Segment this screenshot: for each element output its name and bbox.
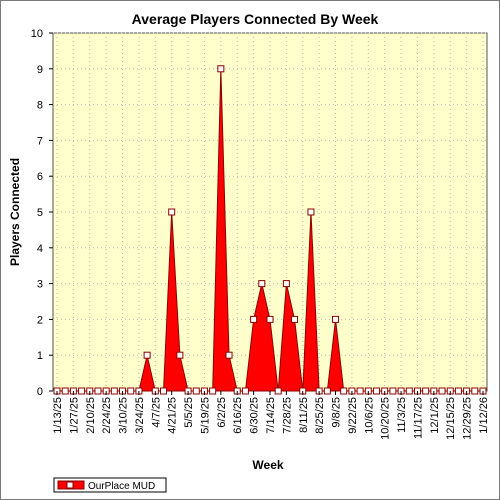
data-point <box>160 387 167 395</box>
x-tick-label: 1/12/26 <box>478 397 490 434</box>
x-tick-label: 12/1/25 <box>429 397 441 434</box>
data-point <box>225 351 233 359</box>
data-point <box>250 315 258 323</box>
y-tick-label: 0 <box>37 386 43 398</box>
data-point <box>356 387 364 395</box>
x-tick-label: 8/25/25 <box>314 397 326 434</box>
data-point <box>282 280 290 288</box>
x-tick-label: 6/30/25 <box>249 397 261 434</box>
data-point <box>168 208 176 216</box>
x-tick-label: 3/10/25 <box>118 397 130 434</box>
data-point <box>192 387 200 395</box>
data-point <box>373 387 380 395</box>
data-point <box>454 387 462 395</box>
x-tick-label: 1/27/25 <box>68 397 80 434</box>
data-point <box>340 387 348 395</box>
data-point <box>323 387 331 395</box>
x-tick-label: 10/20/25 <box>380 397 392 440</box>
y-tick-label: 2 <box>37 314 43 326</box>
y-tick-label: 10 <box>31 28 43 40</box>
x-tick-label: 4/7/25 <box>150 397 162 428</box>
chart-title: Average Players Connected By Week <box>132 11 379 27</box>
x-axis-label: Week <box>252 458 283 472</box>
x-tick-label: 8/11/25 <box>298 397 310 433</box>
x-tick-label: 6/2/25 <box>216 397 228 428</box>
y-tick-label: 8 <box>37 100 43 112</box>
data-point <box>209 387 217 395</box>
x-tick-label: 11/17/25 <box>412 397 424 439</box>
y-tick-label: 9 <box>37 64 43 76</box>
data-point <box>143 351 151 359</box>
data-point <box>61 387 69 395</box>
x-tick-label: 1/13/25 <box>52 397 64 434</box>
x-tick-label: 3/24/25 <box>134 397 146 434</box>
x-tick-label: 9/8/25 <box>331 397 343 428</box>
x-tick-label: 11/3/25 <box>396 397 408 433</box>
data-point <box>266 315 274 323</box>
y-tick-label: 1 <box>37 350 43 362</box>
x-tick-label: 7/28/25 <box>281 397 293 434</box>
data-point <box>291 315 299 323</box>
data-point <box>127 387 135 395</box>
data-point <box>422 387 430 395</box>
legend-label: OurPlace MUD <box>88 481 155 492</box>
data-point <box>94 387 102 395</box>
x-tick-label: 9/22/25 <box>347 397 359 434</box>
y-tick-label: 5 <box>37 207 43 219</box>
data-point <box>332 315 340 323</box>
data-point <box>471 387 479 395</box>
y-axis-ticks: 0 1 2 3 4 5 6 7 8 9 10 <box>31 28 53 398</box>
y-tick-label: 6 <box>37 171 43 183</box>
y-axis-label: Players Connected <box>8 158 22 266</box>
data-point <box>176 351 184 359</box>
x-tick-label: 12/29/25 <box>462 397 474 440</box>
data-point <box>389 387 397 395</box>
x-tick-label: 6/16/25 <box>232 397 244 434</box>
data-point <box>241 387 249 395</box>
y-tick-label: 4 <box>37 243 43 255</box>
data-point <box>405 387 413 395</box>
legend: OurPlace MUD <box>53 477 167 493</box>
x-tick-label: 5/19/25 <box>199 397 211 434</box>
legend-marker <box>66 481 74 489</box>
x-tick-label: 10/6/25 <box>363 397 375 434</box>
data-point <box>438 387 446 395</box>
data-point <box>78 387 86 395</box>
x-tick-label: 4/21/25 <box>167 397 179 434</box>
data-point <box>217 65 225 73</box>
x-tick-label: 2/10/25 <box>85 397 97 434</box>
x-tick-label: 12/15/25 <box>445 397 457 440</box>
x-axis-ticks: 1/13/25 1/27/25 2/10/25 2/24/25 3/10/25 3/24/… <box>52 391 490 440</box>
data-point <box>110 387 118 395</box>
y-tick-label: 7 <box>37 135 43 147</box>
x-tick-label: 7/14/25 <box>265 397 277 434</box>
data-point <box>274 387 282 395</box>
y-tick-label: 3 <box>37 279 43 291</box>
data-point <box>307 208 315 216</box>
x-tick-label: 5/5/25 <box>183 397 195 428</box>
data-point <box>258 280 266 288</box>
x-tick-label: 2/24/25 <box>101 397 113 434</box>
